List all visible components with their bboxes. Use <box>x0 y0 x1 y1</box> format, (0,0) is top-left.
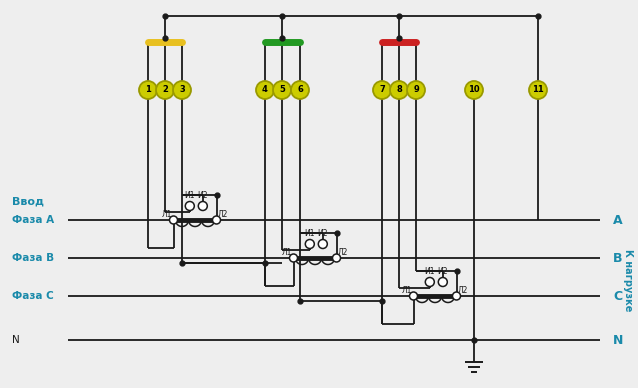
Text: 11: 11 <box>532 85 544 95</box>
Text: 1: 1 <box>145 85 151 95</box>
Text: Л1: Л1 <box>162 210 172 219</box>
Circle shape <box>290 254 297 262</box>
Text: К нагрузке: К нагрузке <box>623 249 633 311</box>
Circle shape <box>170 216 177 224</box>
Text: B: B <box>613 251 623 265</box>
Text: 2: 2 <box>162 85 168 95</box>
Text: И1: И1 <box>184 191 195 200</box>
Text: N: N <box>12 335 20 345</box>
Circle shape <box>212 216 221 224</box>
Circle shape <box>390 81 408 99</box>
Circle shape <box>465 81 483 99</box>
Circle shape <box>198 201 207 211</box>
Text: Л2: Л2 <box>457 286 468 295</box>
Circle shape <box>173 81 191 99</box>
Text: Л2: Л2 <box>338 248 348 257</box>
Text: N: N <box>613 334 623 346</box>
Text: 5: 5 <box>279 85 285 95</box>
Circle shape <box>291 81 309 99</box>
Circle shape <box>139 81 157 99</box>
Text: И1: И1 <box>304 229 315 238</box>
Text: И2: И2 <box>318 229 328 238</box>
Circle shape <box>529 81 547 99</box>
Circle shape <box>407 81 425 99</box>
Text: И2: И2 <box>198 191 208 200</box>
Text: 4: 4 <box>262 85 268 95</box>
Text: Фаза C: Фаза C <box>12 291 54 301</box>
Circle shape <box>410 292 417 300</box>
Circle shape <box>426 277 434 286</box>
Text: 9: 9 <box>413 85 419 95</box>
Circle shape <box>156 81 174 99</box>
Text: Л1: Л1 <box>282 248 292 257</box>
Circle shape <box>273 81 291 99</box>
Circle shape <box>318 239 327 248</box>
Text: И1: И1 <box>424 267 435 276</box>
Text: Фаза A: Фаза A <box>12 215 54 225</box>
Text: И2: И2 <box>438 267 448 276</box>
Circle shape <box>306 239 315 248</box>
Text: Л1: Л1 <box>402 286 413 295</box>
Text: 10: 10 <box>468 85 480 95</box>
Text: Л2: Л2 <box>218 210 228 219</box>
Circle shape <box>256 81 274 99</box>
Text: Фаза B: Фаза B <box>12 253 54 263</box>
Text: 3: 3 <box>179 85 185 95</box>
Text: 8: 8 <box>396 85 402 95</box>
Text: 7: 7 <box>379 85 385 95</box>
Text: 6: 6 <box>297 85 303 95</box>
Circle shape <box>452 292 461 300</box>
Text: Ввод: Ввод <box>12 197 44 207</box>
Text: C: C <box>613 289 622 303</box>
Circle shape <box>373 81 391 99</box>
Text: A: A <box>613 213 623 227</box>
Circle shape <box>438 277 447 286</box>
Circle shape <box>332 254 341 262</box>
Circle shape <box>185 201 195 211</box>
